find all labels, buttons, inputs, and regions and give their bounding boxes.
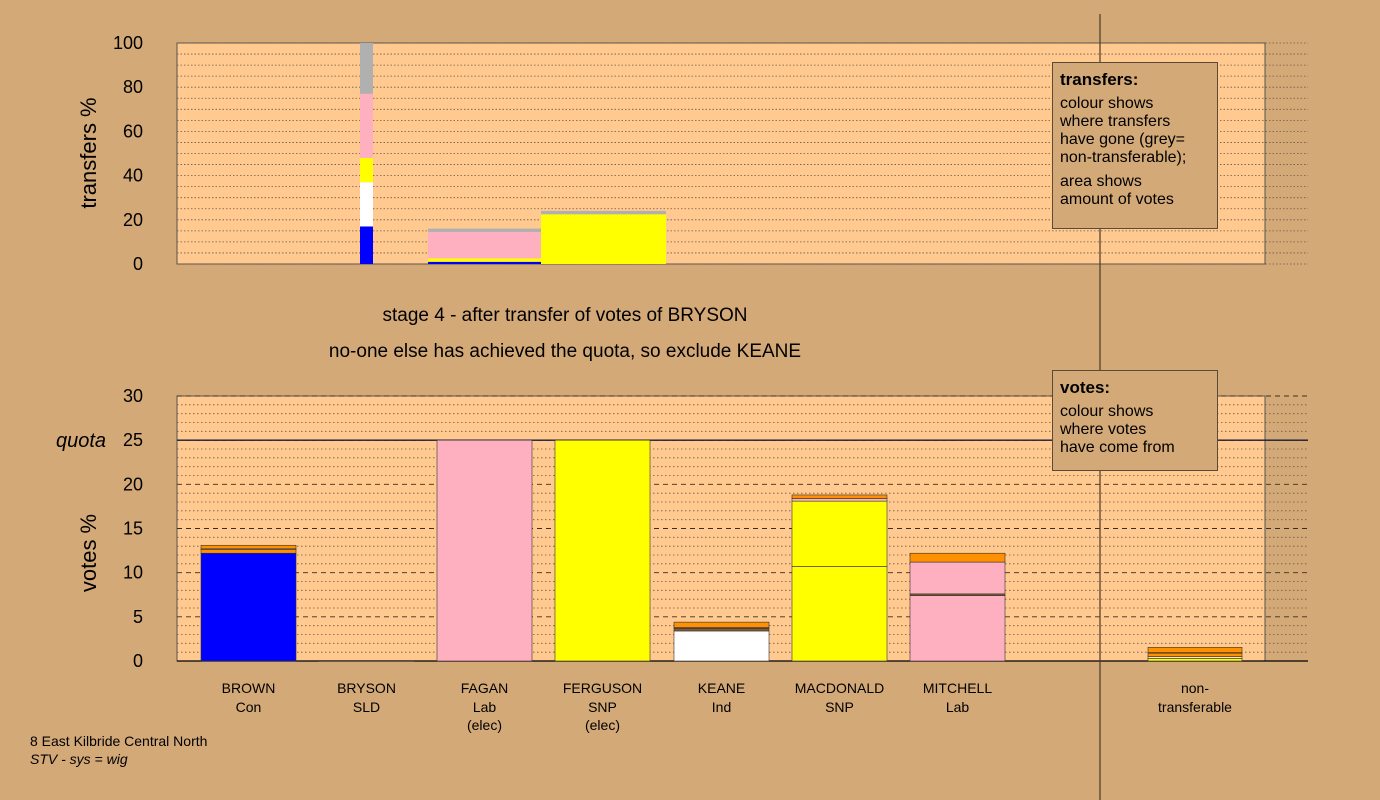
candidate-name: MACDONALD	[795, 680, 884, 696]
votes-y-tick: 10	[123, 563, 143, 583]
vote-bar-ferguson	[554, 439, 651, 662]
transfer-segment	[541, 210, 666, 215]
transfers-y-tick: 100	[113, 33, 143, 53]
candidate-party: Lab	[946, 699, 970, 715]
vote-segment	[1147, 652, 1243, 657]
vote-segment	[673, 630, 770, 662]
legend-votes-text: colour shows where votes have come from	[1060, 403, 1175, 456]
vote-segment	[200, 544, 297, 550]
vote-bar-brown	[200, 544, 297, 662]
stage-note: no-one else has achieved the quota, so e…	[328, 341, 802, 362]
legend-transfers: transfers: colour shows where transfers …	[1052, 62, 1218, 229]
vote-bar-bryson	[318, 660, 415, 662]
footer-system: STV - sys = wig	[30, 751, 128, 767]
candidate-party: SLD	[353, 699, 380, 715]
vote-bar-mitchell	[909, 552, 1006, 662]
vote-segment	[791, 498, 888, 502]
candidate-name: FERGUSON	[563, 680, 642, 696]
vote-segment	[200, 549, 297, 554]
candidate-party: Ind	[712, 699, 731, 715]
vote-bar-macdonald	[791, 494, 888, 662]
vote-segment	[791, 494, 888, 499]
transfer-segment	[428, 258, 541, 262]
vote-segment	[200, 552, 297, 662]
candidate-party: Con	[236, 699, 262, 715]
votes-y-tick: 0	[133, 651, 143, 671]
legend-transfers-area-text: area shows amount of votes	[1060, 173, 1174, 208]
transfer-segment	[428, 261, 541, 264]
transfer-segment	[360, 182, 373, 227]
vote-segment	[673, 621, 770, 628]
vote-segment	[909, 561, 1006, 595]
vote-segment	[791, 566, 888, 662]
candidate-name: MITCHELL	[923, 680, 992, 696]
legend-votes-title: votes:	[1060, 378, 1111, 397]
transfer-segment	[360, 157, 373, 183]
transfer-segment	[428, 228, 541, 232]
transfers-y-tick: 20	[123, 210, 143, 230]
stage-title: stage 4 - after transfer of votes of BRY…	[382, 305, 748, 326]
transfer-segment	[541, 214, 666, 264]
vote-segment	[909, 595, 1006, 662]
transfers-y-tick: 80	[123, 77, 143, 97]
votes-y-tick: 15	[123, 519, 143, 539]
transfers-y-tick: 60	[123, 121, 143, 141]
candidate-name: KEANE	[698, 680, 745, 696]
vote-segment	[1147, 658, 1243, 662]
candidate-name: FAGAN	[461, 680, 508, 696]
votes-y-tick: 30	[123, 386, 143, 406]
candidate-party: Lab	[473, 699, 497, 715]
transfer-segment	[360, 226, 373, 264]
transfer-bar-bryson	[360, 43, 373, 264]
votes-y-label: votes %	[76, 514, 101, 592]
votes-y-tick: 25	[123, 430, 143, 450]
transfer-segment	[428, 231, 541, 259]
candidate-party: SNP	[588, 699, 617, 715]
candidate-name: BRYSON	[337, 680, 396, 696]
vote-segment	[436, 439, 533, 662]
votes-y-tick: 5	[133, 607, 143, 627]
vote-segment	[909, 552, 1006, 563]
nontransferable-label-line2: transferable	[1158, 699, 1232, 715]
vote-bar-non-transferable	[1147, 647, 1243, 662]
transfer-segment	[360, 93, 373, 158]
transfer-bar-ferguson	[541, 210, 666, 264]
legend-transfers-title: transfers:	[1060, 70, 1139, 89]
candidate-party: SNP	[825, 699, 854, 715]
legend-votes: votes: colour shows where votes have com…	[1052, 370, 1218, 471]
legend-transfers-colour-text: colour shows where transfers have gone (…	[1060, 95, 1187, 166]
quota-label: quota	[56, 430, 106, 452]
transfers-y-tick: 0	[133, 254, 143, 274]
vote-segment	[673, 628, 770, 632]
footer-area-name: 8 East Kilbride Central North	[30, 733, 208, 749]
transfer-segment	[360, 43, 373, 94]
vote-segment	[1147, 647, 1243, 653]
vote-bar-keane	[673, 621, 770, 662]
transfer-bar-fagan	[428, 228, 541, 264]
transfers-y-tick: 40	[123, 166, 143, 186]
candidate-name: BROWN	[222, 680, 276, 696]
vote-segment	[318, 660, 415, 662]
votes-y-tick: 20	[123, 474, 143, 494]
candidate-status: (elec)	[585, 717, 620, 733]
vote-segment	[791, 500, 888, 567]
vote-segment	[554, 439, 651, 662]
vote-bar-fagan	[436, 439, 533, 662]
candidate-status: (elec)	[467, 717, 502, 733]
nontransferable-label-line1: non-	[1181, 680, 1209, 696]
transfers-y-label: transfers %	[76, 97, 101, 208]
